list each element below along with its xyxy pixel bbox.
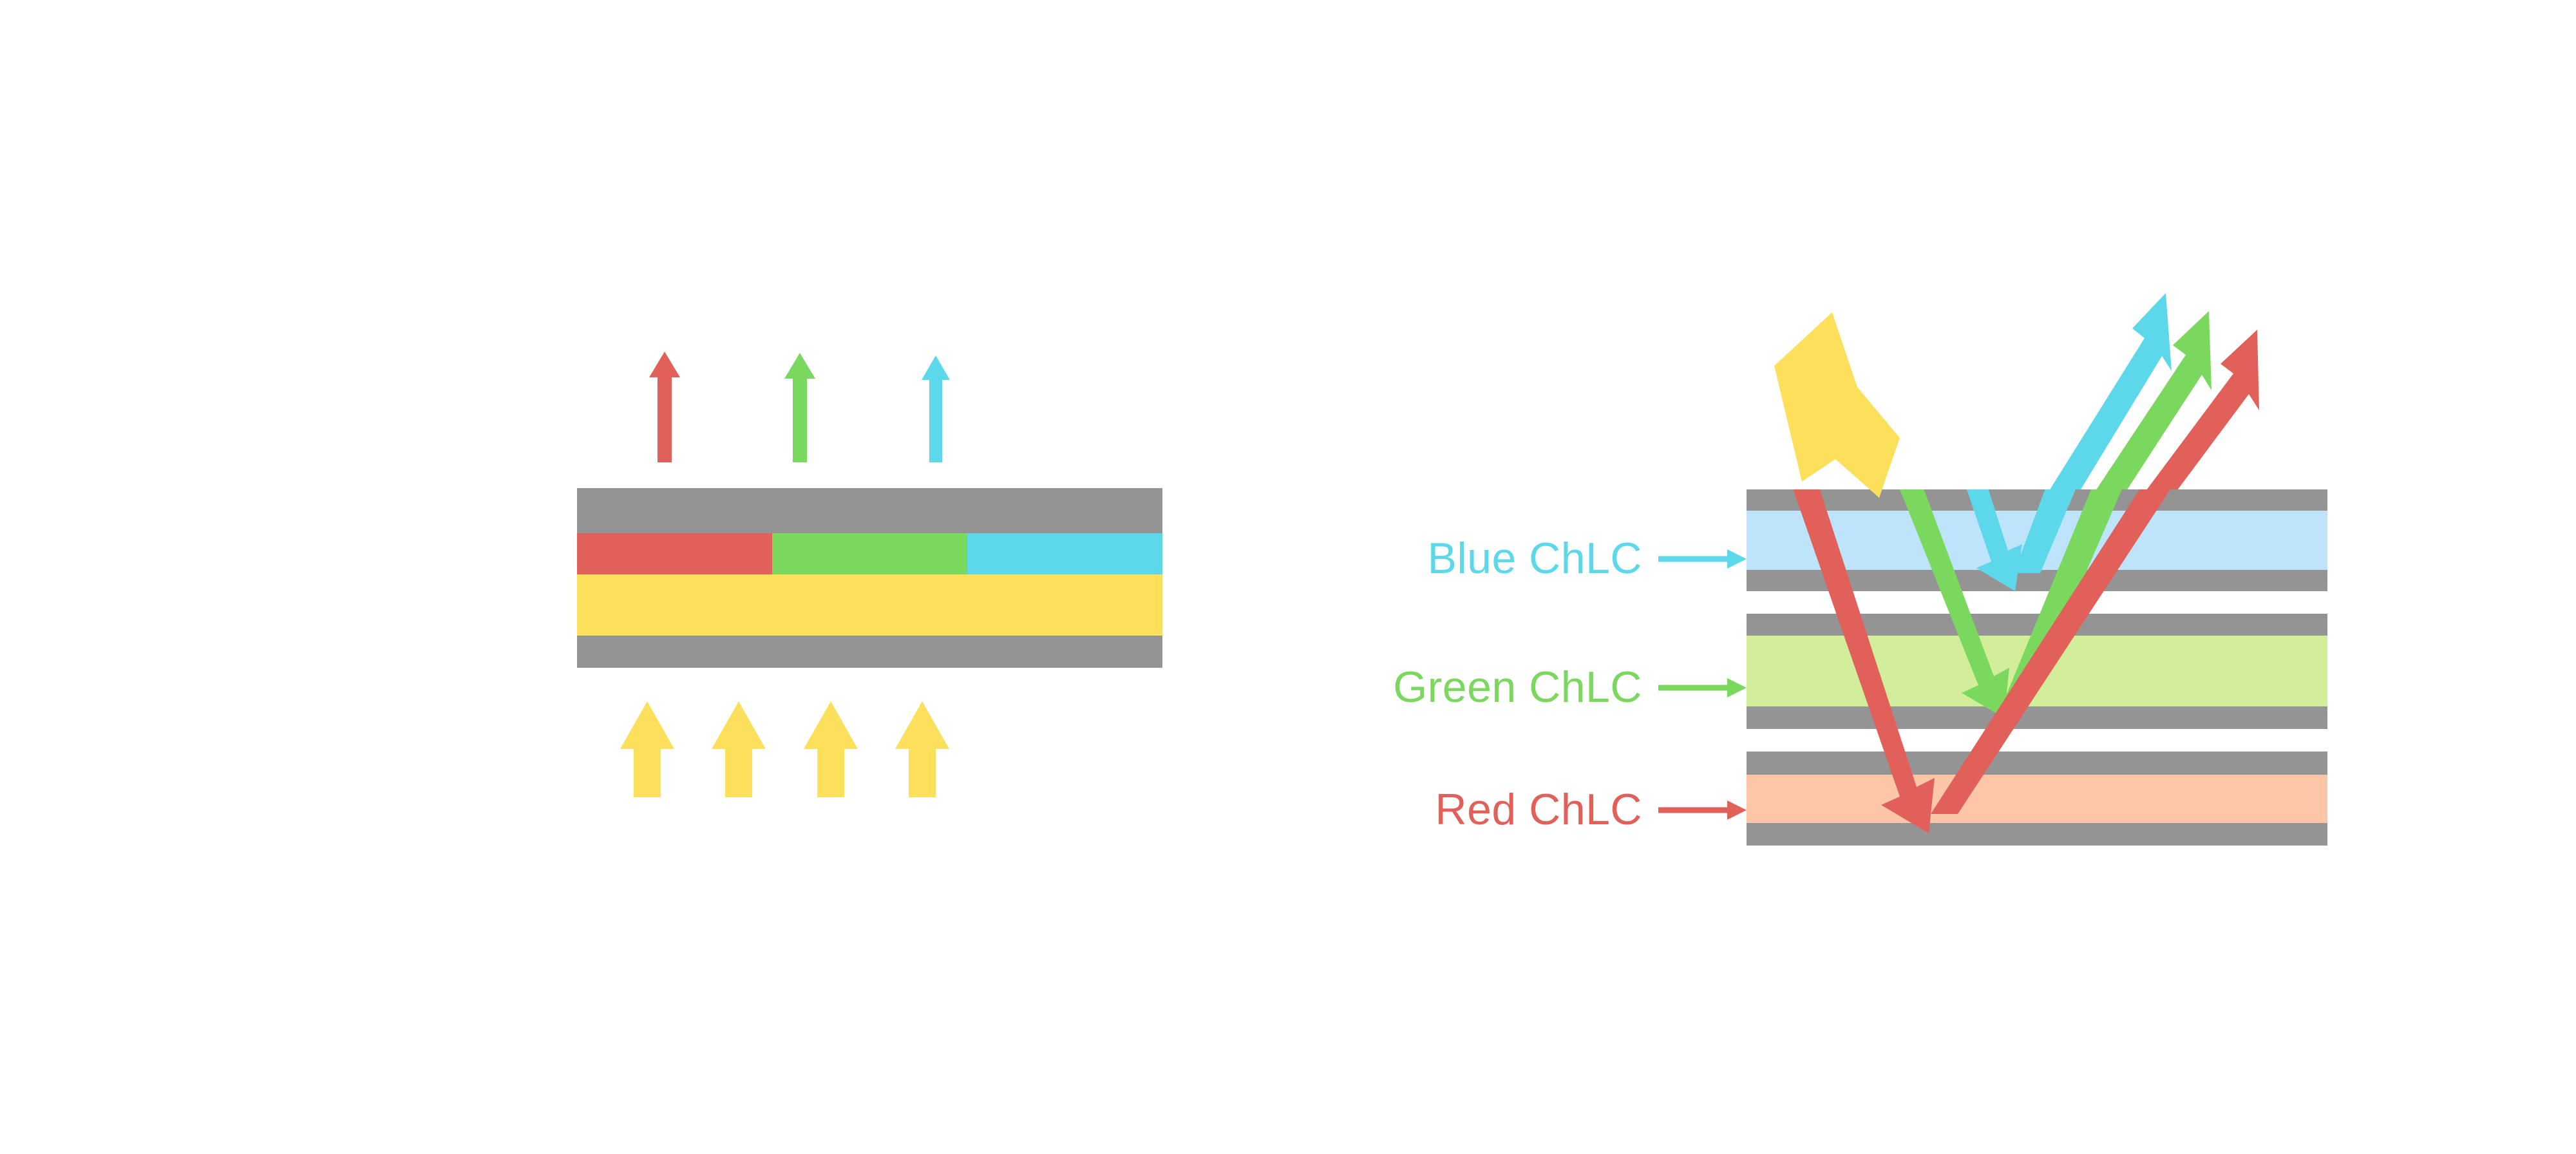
blue-reflected-shaft-inside [2014,489,2076,573]
blue-chlc-label-text: Blue ChLC [1428,534,1642,583]
backlight-arrow-3-icon [804,701,858,797]
red-transmitted-ray-icon [1793,489,1935,833]
incident-white-light-arrow-icon [1774,312,1900,498]
backlight-arrow-4-icon [895,701,949,797]
blue-chlc-pointer-arrow-icon [1658,549,1747,569]
red-cell-bottom-substrate [1747,823,2327,846]
blue-out-arrow-icon [922,355,950,462]
backlight-arrow-1-icon [620,701,674,797]
left-green-band [772,533,967,574]
left-bottom-electrode [577,636,1162,668]
left-top-electrode [577,488,1162,533]
left-panel-group [577,352,1162,797]
reflected-rays-above [2050,293,2259,489]
blue-reflected-arrow-icon [2050,293,2172,489]
red-chlc-pointer-arrow-icon [1658,800,1747,820]
right-panel-labels: Blue ChLC Green ChLC Red ChLC [1393,534,1747,834]
green-reflected-shaft-inside [2005,489,2122,699]
green-cell-bottom-substrate [1747,706,2327,729]
red-out-arrow-icon [649,352,680,462]
red-chlc-layer [1747,775,2327,823]
left-stack-layers [577,488,1162,668]
blue-transmitted-ray-icon [1967,489,2022,591]
green-chlc-label-text: Green ChLC [1393,663,1642,712]
reflected-rays-inside [1931,489,2171,814]
red-reflected-arrow-icon [2146,330,2259,489]
red-chlc-label-text: Red ChLC [1435,785,1643,834]
green-out-arrow-icon [784,353,815,462]
left-backlight-arrows [620,701,949,797]
green-transmitted-ray-icon [1900,489,2009,718]
transmitted-rays [1793,489,2022,833]
left-blue-band [967,533,1162,574]
left-outgoing-arrows [649,352,950,462]
red-reflected-shaft-inside [1931,489,2171,814]
backlight-arrow-2-icon [712,701,766,797]
red-cell-top-substrate [1747,752,2327,775]
green-chlc-pointer-arrow-icon [1658,678,1747,697]
right-panel-group: Blue ChLC Green ChLC Red ChLC [1393,293,2327,846]
left-backlight-layer [577,574,1162,636]
green-reflected-arrow-icon [2096,311,2211,489]
blue-cell-top-substrate [1747,489,2327,511]
left-red-band [577,533,772,574]
